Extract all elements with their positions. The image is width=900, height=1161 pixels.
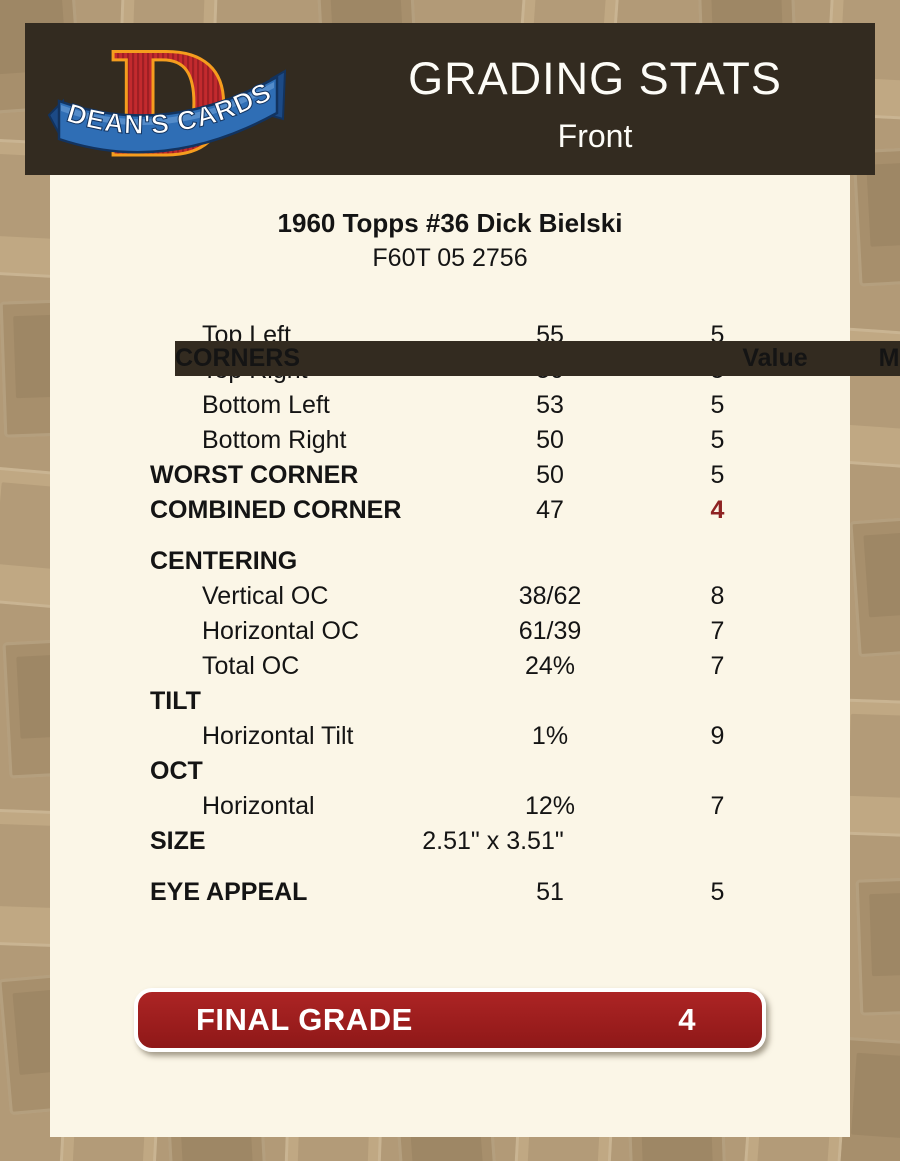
row-grade: 8 [710, 582, 725, 610]
row-label: SIZE [150, 827, 206, 855]
row-label: COMBINED CORNER [150, 496, 402, 524]
card-title: 1960 Topps #36 Dick Bielski [277, 208, 623, 238]
row-value: 50 [536, 426, 564, 454]
row-grade: Max Grade [878, 344, 900, 372]
final-grade-value: 4 [678, 1002, 696, 1037]
row-grade: 7 [710, 617, 725, 645]
page-title: GRADING STATS [408, 53, 782, 104]
final-grade-button[interactable]: FINAL GRADE 4 [134, 988, 766, 1052]
row-grade: 5 [710, 391, 725, 419]
table-row: Horizontal Tilt 1% 9 [150, 719, 800, 754]
table-row: OCT [150, 754, 800, 789]
row-grade: 5 [710, 426, 725, 454]
table-row: WORST CORNER 50 5 [150, 458, 800, 493]
table-row: EYE APPEAL 51 5 [150, 875, 800, 910]
row-label: WORST CORNER [150, 461, 359, 489]
row-grade: 7 [710, 652, 725, 680]
table-row: Bottom Left 53 5 [150, 388, 800, 423]
header-bar: D DEAN'S CARDS GRADING STATS Front [25, 22, 875, 191]
table-row: Total OC 24% 7 [150, 649, 800, 684]
stats-table: CORNERS Value Max Grade Top Left 55 5 To… [150, 318, 900, 910]
row-value: 2.51" x 3.51" [422, 827, 564, 855]
row-label: Horizontal Tilt [202, 722, 354, 750]
row-grade: 4 [710, 496, 725, 524]
table-row: TILT [150, 684, 800, 719]
row-value: 1% [531, 722, 569, 750]
row-grade: 5 [710, 461, 725, 489]
table-row: Vertical OC 38/62 8 [150, 579, 800, 614]
page-subtitle: Front [557, 118, 633, 154]
row-label: EYE APPEAL [150, 878, 308, 906]
row-label: Bottom Right [202, 426, 347, 454]
row-label: TILT [150, 687, 201, 715]
row-label: Horizontal OC [202, 617, 359, 645]
table-row: SIZE 2.51" x 3.51" [150, 824, 800, 859]
final-grade-label: FINAL GRADE [196, 1002, 413, 1037]
table-section-gap [150, 859, 800, 875]
content-panel: 1960 Topps #36 Dick Bielski F60T 05 2756… [50, 175, 900, 1137]
table-header-row: CORNERS Value Max Grade [175, 341, 900, 376]
row-label: Vertical OC [202, 582, 329, 610]
row-value: 24% [524, 652, 576, 680]
row-value: 47 [536, 496, 564, 524]
table-row: Bottom Right 50 5 [150, 423, 800, 458]
table-row: COMBINED CORNER 47 4 [150, 493, 800, 528]
deans-cards-logo: D DEAN'S CARDS [47, 22, 287, 191]
row-value: 61/39 [518, 617, 582, 645]
row-value: 53 [536, 391, 564, 419]
row-label: CENTERING [150, 547, 298, 575]
background-card [849, 514, 900, 658]
row-value: 51 [536, 878, 564, 906]
table-row: Horizontal 12% 7 [150, 789, 800, 824]
table-section-gap [150, 528, 800, 544]
background-card [855, 876, 900, 1016]
row-grade: 9 [710, 722, 725, 750]
row-grade: 5 [710, 878, 725, 906]
table-row: Horizontal OC 61/39 7 [150, 614, 800, 649]
row-value: Value [742, 344, 808, 372]
row-label: OCT [150, 757, 203, 785]
row-label: Bottom Left [202, 391, 330, 419]
card-serial: F60T 05 2756 [372, 244, 528, 272]
row-label: Horizontal [202, 792, 315, 820]
deans-cards-logo-icon: D DEAN'S CARDS [47, 22, 287, 191]
table-row: CENTERING [150, 544, 800, 579]
row-value: 50 [536, 461, 564, 489]
row-grade: 7 [710, 792, 725, 820]
row-value: 12% [524, 792, 576, 820]
row-label: CORNERS [175, 344, 301, 372]
row-label: Total OC [202, 652, 300, 680]
row-value: 38/62 [518, 582, 582, 610]
